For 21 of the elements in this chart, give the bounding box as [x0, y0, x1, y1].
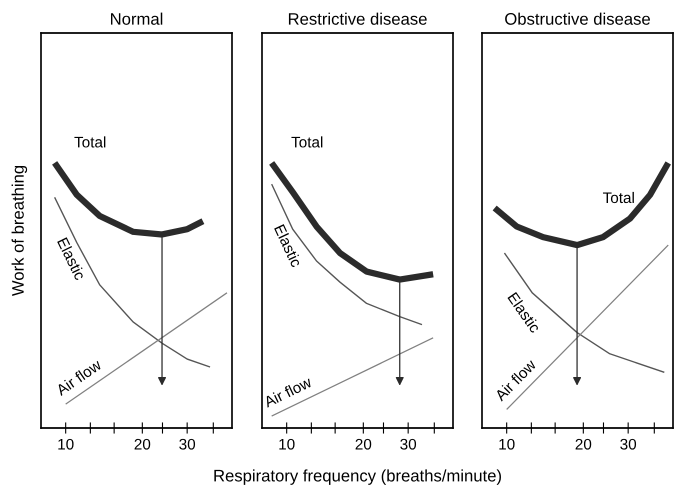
series-label: Total	[291, 136, 322, 148]
text: Air flow	[54, 358, 102, 396]
chart-title: Normal	[111, 12, 162, 25]
x-tick-label: 20	[576, 438, 592, 450]
x-tick-label: 20	[134, 438, 150, 450]
chart-title: Restrictive disease	[288, 12, 427, 25]
x-tick-label: 30	[620, 438, 636, 450]
x-tick-label: 10	[499, 438, 515, 450]
chart-title: Obstructive disease	[505, 12, 650, 25]
x-tick-label: 10	[279, 438, 295, 450]
x-axis-title: Respiratory frequency (breaths/minute)	[214, 469, 501, 485]
series-label: Total	[602, 192, 634, 204]
x-tick-label: 30	[179, 438, 196, 450]
text: Elastic	[274, 224, 303, 268]
series-label: Total	[74, 136, 106, 148]
text: Air flow	[494, 358, 537, 402]
text: Air flow	[262, 376, 313, 408]
x-tick-label: 20	[356, 438, 372, 450]
x-tick-label: 30	[400, 438, 416, 450]
x-tick-label: 10	[58, 438, 74, 450]
y-axis-title: Work of breathing	[12, 166, 28, 296]
